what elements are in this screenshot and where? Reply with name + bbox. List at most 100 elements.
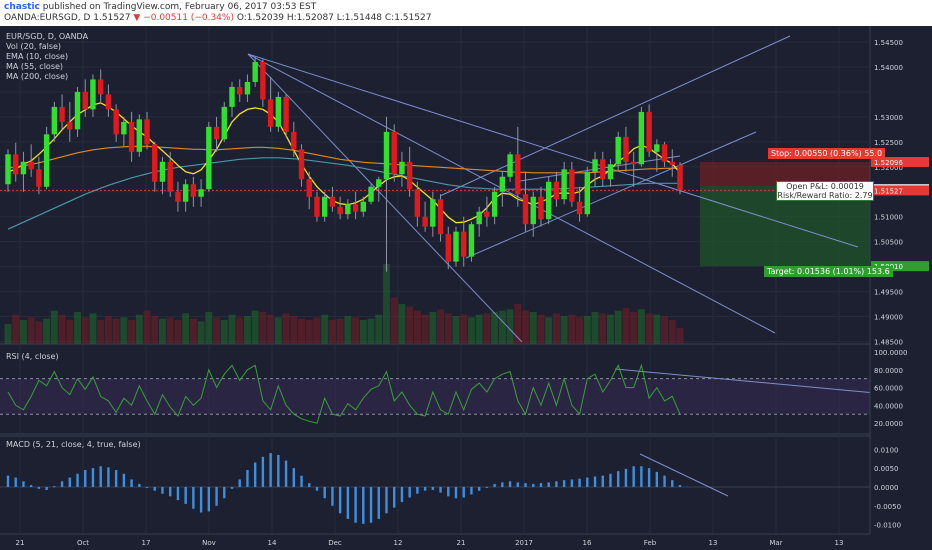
legend-ema[interactable]: EMA (10, close) xyxy=(6,52,69,61)
time-tick-label: 13 xyxy=(709,539,718,547)
price-tick-label: 1.49000 xyxy=(874,314,903,322)
macd-bar xyxy=(539,483,543,487)
symbol-info: OANDA:EURSGD, D 1.51527 ▼ −0.00511 (−0.3… xyxy=(4,13,431,23)
volume-bar xyxy=(182,313,190,344)
author-name[interactable]: chastic xyxy=(4,2,40,12)
macd-bar xyxy=(447,486,450,497)
candle-body xyxy=(74,91,81,130)
legend-title: EUR/SGD, D, OANDA xyxy=(6,32,89,41)
time-tick-label: 16 xyxy=(583,539,592,547)
candle-body xyxy=(592,159,598,172)
stop-badge[interactable]: Stop: 0.00550 (0.36%) 55.0 xyxy=(768,148,886,159)
macd-bar xyxy=(331,486,334,506)
time-tick-label: 12 xyxy=(394,539,403,547)
macd-bar xyxy=(138,483,141,487)
volume-bar xyxy=(607,314,614,344)
macd-bar xyxy=(14,477,17,487)
macd-bar xyxy=(393,486,396,508)
candle-body xyxy=(553,181,560,200)
target-price-flag-bg xyxy=(871,261,929,272)
macd-bar xyxy=(439,486,442,493)
candle-body xyxy=(607,164,614,180)
macd-bar xyxy=(593,476,597,487)
volume-bar xyxy=(4,324,12,344)
macd-bar xyxy=(408,486,411,498)
candle-body xyxy=(13,154,19,175)
candle-body xyxy=(453,231,459,262)
candle-body xyxy=(121,121,127,135)
macd-bar xyxy=(369,486,373,523)
macd-bar xyxy=(477,486,481,491)
legend-ma55[interactable]: MA (55, close) xyxy=(6,62,64,71)
macd-label[interactable]: MACD (5, 21, close, 4, true, false) xyxy=(6,440,141,449)
macd-bar xyxy=(230,486,234,489)
macd-bar xyxy=(192,486,195,509)
rsi-tick-label: 20.0000 xyxy=(874,420,903,428)
time-tick-label: Dec xyxy=(328,539,342,547)
rsi-tick-label: 60.0000 xyxy=(874,385,903,393)
volume-bar xyxy=(128,320,136,344)
macd-bar xyxy=(300,475,303,487)
time-tick-label: 2017 xyxy=(515,539,533,547)
candle-body xyxy=(476,211,482,225)
macd-bar xyxy=(400,486,404,502)
candle-body xyxy=(538,196,544,220)
volume-bar xyxy=(583,316,591,344)
chart-area[interactable]: 1.54500 1.54000 1.53000 1.52500 1.51000 1.505… xyxy=(0,26,932,550)
candle-body xyxy=(499,176,506,192)
macd-bar xyxy=(346,486,350,519)
target-badge[interactable]: Target: 0.01536 (1.01%) 153.6 xyxy=(764,266,893,277)
macd-tick-label: 0.0100 xyxy=(874,446,899,454)
candle-body xyxy=(561,169,567,200)
macd-bar xyxy=(578,478,581,487)
volume-bar xyxy=(313,317,321,344)
macd-bar xyxy=(60,481,64,487)
candle-body xyxy=(391,131,397,175)
volume-bar xyxy=(27,317,35,344)
volume-bar xyxy=(429,312,437,344)
rr-line: Risk/Reward Ratio: 2.79 xyxy=(777,191,873,200)
volume-bar xyxy=(390,297,398,344)
candle-body xyxy=(128,121,135,152)
rsi-tick-label: 40.0000 xyxy=(874,402,903,410)
chart-background xyxy=(0,26,932,550)
volume-bar xyxy=(668,320,676,344)
volume-bar xyxy=(81,317,89,344)
pnl-box[interactable]: Open P&L: 0.00019 Risk/Reward Ratio: 2.7… xyxy=(776,181,874,201)
header-bar: chastic published on TradingView.com, Fe… xyxy=(0,0,932,26)
legend-ma200[interactable]: MA (200, close) xyxy=(6,72,69,81)
volume-bar xyxy=(421,314,429,344)
price-tick-label: 1.54500 xyxy=(874,39,903,47)
candle-body xyxy=(600,159,606,180)
macd-bar xyxy=(176,486,180,501)
candle-body xyxy=(113,109,119,135)
candle-body xyxy=(291,131,297,150)
volume-bar xyxy=(243,316,251,344)
candle-body xyxy=(360,201,367,212)
candle-body xyxy=(252,61,258,82)
macd-bar xyxy=(68,477,71,487)
volume-bar xyxy=(630,312,638,344)
candle-body xyxy=(368,186,374,202)
rsi-pane xyxy=(7,363,681,424)
volume-bar xyxy=(104,316,112,344)
legend-vol[interactable]: Vol (20, false) xyxy=(6,42,62,51)
volume-bar xyxy=(305,320,313,344)
candle-body xyxy=(298,149,305,180)
candle-body xyxy=(36,169,42,187)
candle-body xyxy=(43,134,50,187)
macd-bar xyxy=(114,470,118,487)
macd-bar xyxy=(470,486,473,495)
macd-bar xyxy=(215,486,218,506)
macd-bar xyxy=(37,486,41,489)
last-price: 1.51527 xyxy=(93,13,131,23)
volume-bar xyxy=(151,316,159,344)
volume-bar xyxy=(622,308,630,344)
rsi-label[interactable]: RSI (4, close) xyxy=(6,352,59,361)
candle-body xyxy=(198,189,204,197)
macd-bar xyxy=(423,486,427,491)
volume-bar xyxy=(328,320,336,344)
candle-body xyxy=(175,191,181,202)
macd-bar xyxy=(570,479,574,487)
macd-bar xyxy=(99,466,102,487)
